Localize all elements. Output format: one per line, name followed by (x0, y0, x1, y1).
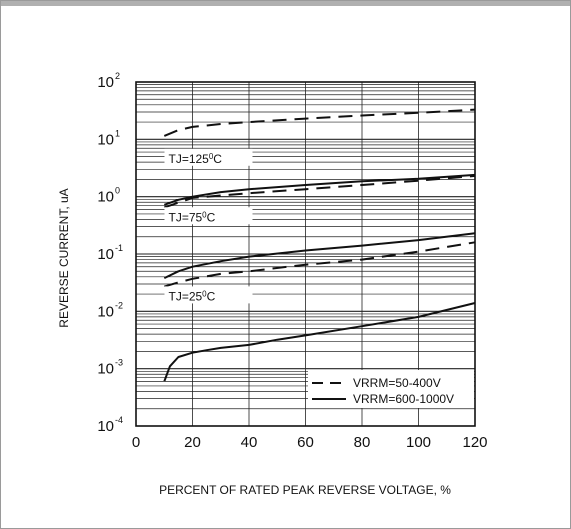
series-line-3 (163, 173, 476, 206)
x-tick-label: 100 (406, 434, 431, 451)
y-tick-label: 10 (97, 74, 114, 91)
temperature-label-3: TJ=250C (168, 289, 215, 304)
y-tick-exponent: -2 (115, 300, 123, 310)
x-tick-label: 60 (297, 434, 314, 451)
series-layer (163, 108, 476, 382)
y-tick-exponent: -3 (115, 358, 123, 368)
x-tick-label: 40 (241, 434, 258, 451)
series-line-2 (163, 174, 476, 209)
series-line-5 (163, 232, 476, 280)
plot-border (135, 81, 476, 427)
x-tick-label: 120 (462, 434, 487, 451)
y-tick-exponent: 1 (115, 128, 120, 138)
x-tick-label: 20 (184, 434, 201, 451)
x-tick-labels: 0 20 40 60 80 100 120 (132, 434, 488, 451)
y-tick-label: 10 (97, 303, 114, 320)
y-tick-exponent: 0 (115, 186, 120, 196)
annotation-layer: TJ=1250C TJ=750C TJ=250C (164, 148, 253, 304)
y-tick-exponent: 2 (115, 71, 120, 81)
y-tick-label: 10 (97, 418, 114, 435)
temperature-label-2: TJ=750C (168, 210, 215, 225)
series-line-6 (163, 302, 476, 382)
legend: VRRM=50-400V VRRM=600-1000V (308, 370, 474, 408)
y-tick-label: 10 (97, 131, 114, 148)
temperature-label-1: TJ=1250C (168, 151, 222, 166)
y-tick-label: 10 (97, 361, 114, 378)
x-axis-label: PERCENT OF RATED PEAK REVERSE VOLTAGE, % (159, 483, 451, 497)
legend-label-2: VRRM=600-1000V (353, 392, 454, 406)
frame-top-bar (0, 0, 571, 6)
x-tick-label: 80 (354, 434, 371, 451)
series-line-1 (163, 108, 476, 137)
y-tick-label: 10 (97, 189, 114, 206)
annotation-box (164, 148, 253, 166)
y-tick-exponent: -1 (115, 243, 123, 253)
legend-label-1: VRRM=50-400V (353, 376, 441, 390)
y-tick-label: 10 (97, 246, 114, 263)
x-tick-label: 0 (132, 434, 140, 451)
y-tick-exponent: -4 (115, 415, 123, 425)
y-axis-label: REVERSE CURRENT, uA (57, 188, 71, 327)
annotation-box (164, 207, 253, 225)
legend-box (308, 370, 474, 408)
annotation-box (164, 286, 253, 304)
